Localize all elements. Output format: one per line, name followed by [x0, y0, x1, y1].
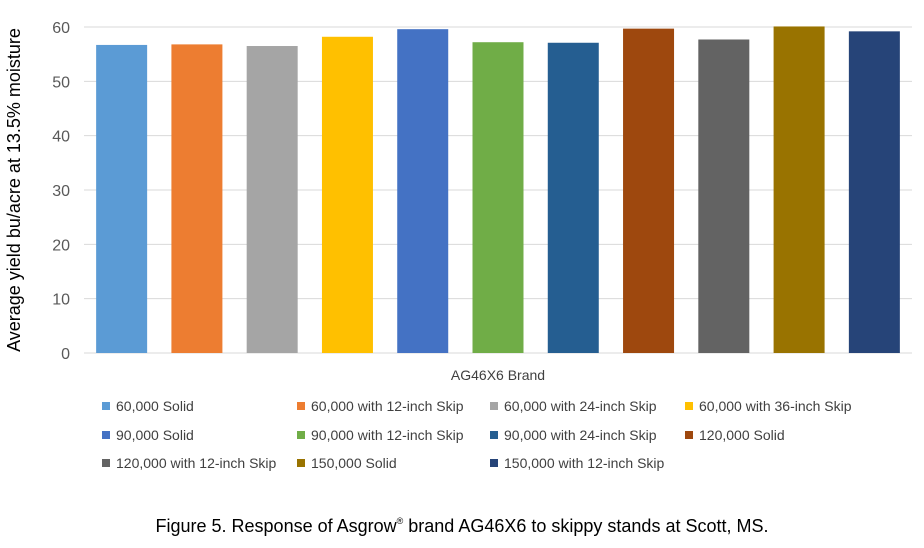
- legend-entry: 150,000 Solid: [297, 455, 397, 471]
- bar-5: [397, 29, 449, 353]
- x-axis-label: AG46X6 Brand: [451, 367, 545, 383]
- caption-suffix: brand AG46X6 to skippy stands at Scott, …: [403, 516, 769, 536]
- y-axis-label: Average yield bu/acre at 13.5% moisture: [4, 28, 24, 352]
- legend-label: 120,000 with 12-inch Skip: [116, 455, 277, 471]
- legend-entry: 60,000 Solid: [102, 398, 194, 414]
- legend-entry: 60,000 with 24-inch Skip: [490, 398, 657, 414]
- legend-entry: 120,000 Solid: [685, 427, 785, 443]
- y-tick-label: 60: [52, 20, 70, 37]
- legend-label: 60,000 with 24-inch Skip: [504, 398, 657, 414]
- y-axis-ticks: 0 10 20 30 40 50 60: [52, 20, 70, 363]
- legend-swatch: [490, 459, 498, 467]
- y-tick-label: 30: [52, 183, 70, 200]
- legend-label: 90,000 with 12-inch Skip: [311, 427, 464, 443]
- bar-1: [96, 44, 148, 354]
- legend-swatch: [297, 431, 305, 439]
- caption-prefix: Figure 5. Response of Asgrow: [155, 516, 397, 536]
- registered-mark: ®: [396, 516, 404, 526]
- legend-entry: 90,000 Solid: [102, 427, 194, 443]
- legend: 60,000 Solid 60,000 with 12-inch Skip 60,0…: [102, 398, 852, 471]
- bar-2: [171, 44, 223, 354]
- bar-9: [698, 39, 750, 353]
- legend-swatch: [102, 459, 110, 467]
- y-tick-label: 20: [52, 237, 70, 254]
- legend-swatch: [297, 459, 305, 467]
- legend-swatch: [685, 431, 693, 439]
- legend-label: 90,000 with 24-inch Skip: [504, 427, 657, 443]
- y-tick-label: 50: [52, 74, 70, 91]
- legend-swatch: [102, 431, 110, 439]
- legend-entry: 120,000 with 12-inch Skip: [102, 455, 277, 471]
- legend-entry: 90,000 with 12-inch Skip: [297, 427, 464, 443]
- bar-11: [848, 31, 900, 353]
- legend-label: 60,000 with 36-inch Skip: [699, 398, 852, 414]
- legend-entry: 90,000 with 24-inch Skip: [490, 427, 657, 443]
- legend-label: 150,000 Solid: [311, 455, 397, 471]
- y-tick-label: 10: [52, 292, 70, 309]
- legend-swatch: [685, 402, 693, 410]
- y-tick-label: 40: [52, 129, 70, 146]
- bars: [96, 26, 900, 354]
- legend-entry: 60,000 with 36-inch Skip: [685, 398, 852, 414]
- legend-swatch: [490, 402, 498, 410]
- legend-label: 150,000 with 12-inch Skip: [504, 455, 665, 471]
- bar-10: [773, 26, 825, 354]
- legend-entry: 150,000 with 12-inch Skip: [490, 455, 665, 471]
- bar-8: [623, 28, 675, 353]
- legend-swatch: [297, 402, 305, 410]
- figure-caption: Figure 5. Response of Asgrow® brand AG46…: [0, 516, 924, 537]
- legend-label: 90,000 Solid: [116, 427, 194, 443]
- legend-swatch: [490, 431, 498, 439]
- legend-entry: 60,000 with 12-inch Skip: [297, 398, 464, 414]
- legend-label: 120,000 Solid: [699, 427, 785, 443]
- y-tick-label: 0: [61, 346, 70, 363]
- bar-4: [321, 36, 373, 353]
- legend-label: 60,000 Solid: [116, 398, 194, 414]
- bar-7: [547, 42, 599, 354]
- bar-3: [246, 46, 298, 354]
- legend-swatch: [102, 402, 110, 410]
- bar-6: [472, 42, 524, 354]
- legend-label: 60,000 with 12-inch Skip: [311, 398, 464, 414]
